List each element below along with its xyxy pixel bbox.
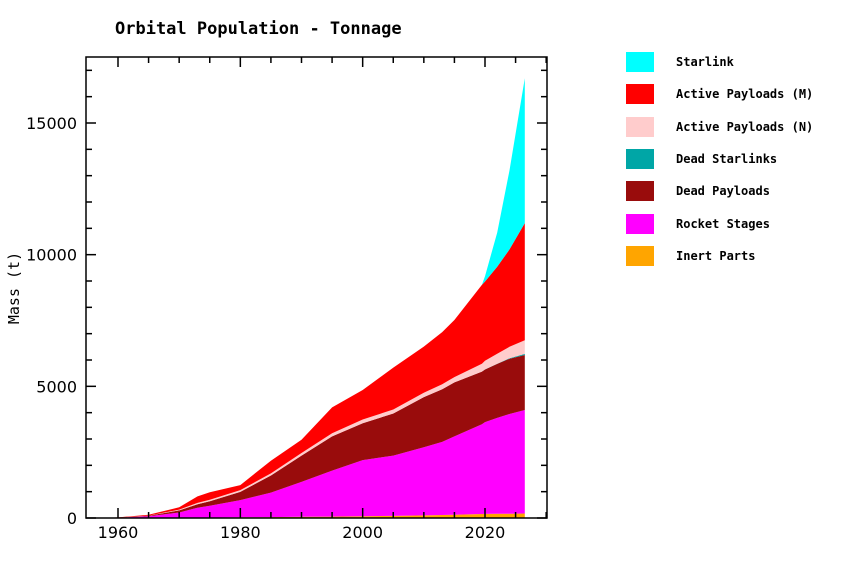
x-tick-label: 2020: [465, 523, 506, 542]
x-tick-label: 1980: [220, 523, 261, 542]
legend-swatch: [626, 245, 654, 266]
plot-frame: [85, 56, 548, 519]
legend-label: Rocket Stages: [676, 216, 770, 231]
legend-swatch: [626, 149, 654, 170]
legend-label: Active Payloads (N): [676, 119, 814, 134]
legend-label: Active Payloads (M): [676, 87, 814, 102]
area-dead-payloads: [99, 355, 525, 518]
y-tick-label: 0: [67, 509, 77, 528]
legend-item-rocket-stages: Rocket Stages: [626, 207, 813, 239]
legend-item-dead-payloads: Dead Payloads: [626, 175, 813, 207]
area-active-payloads-m: [99, 223, 525, 518]
legend-swatch: [626, 52, 654, 73]
axis-ticks: [86, 57, 547, 519]
x-tick-label: 2000: [342, 523, 383, 542]
legend-item-active-payloads-m: Active Payloads (M): [626, 78, 813, 110]
area-rocket-stages: [99, 410, 525, 518]
x-tick-labels: 1960 1980 2000 2020: [98, 523, 506, 542]
legend-swatch: [626, 116, 654, 137]
y-tick-label: 10000: [26, 246, 77, 265]
legend-label: Dead Starlinks: [676, 152, 778, 167]
legend-swatch: [626, 213, 654, 234]
area-layers: [99, 78, 525, 518]
y-tick-label: 15000: [26, 114, 77, 133]
legend-item-inert-parts: Inert Parts: [626, 240, 813, 272]
legend-label: Starlink: [676, 55, 734, 70]
chart-title: Orbital Population - Tonnage: [115, 19, 402, 39]
x-tick-label: 1960: [98, 523, 139, 542]
legend-label: Inert Parts: [676, 248, 756, 263]
legend: Starlink Active Payloads (M) Active Payl…: [626, 46, 813, 272]
legend-item-dead-starlinks: Dead Starlinks: [626, 143, 813, 175]
y-tick-labels: 0 5000 10000 15000: [26, 114, 77, 528]
y-axis-label: Mass (t): [5, 252, 23, 324]
legend-item-active-payloads-n: Active Payloads (N): [626, 111, 813, 143]
area-inert-parts: [99, 513, 525, 518]
legend-swatch: [626, 84, 654, 105]
legend-item-starlink: Starlink: [626, 46, 813, 78]
legend-swatch: [626, 181, 654, 202]
legend-label: Dead Payloads: [676, 184, 770, 199]
y-tick-label: 5000: [36, 377, 77, 396]
